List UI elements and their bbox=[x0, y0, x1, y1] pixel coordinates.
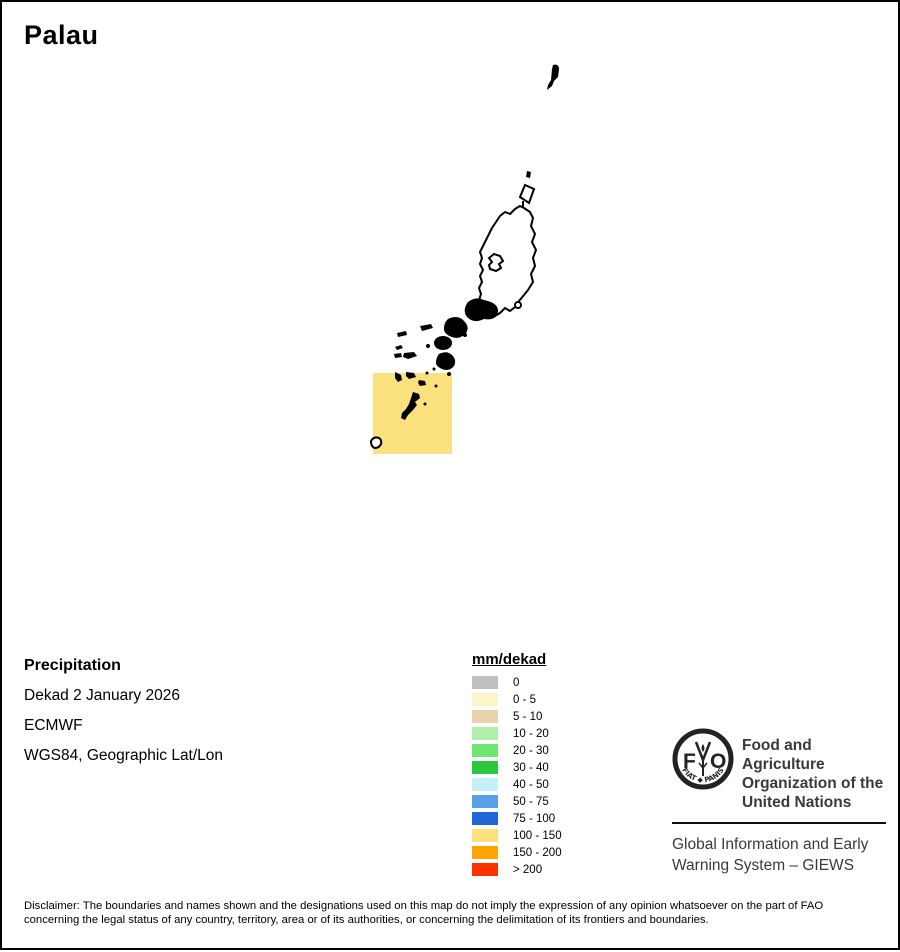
legend-item: 0 - 5 bbox=[472, 693, 562, 706]
legend-swatch bbox=[472, 846, 498, 859]
legend-item: 75 - 100 bbox=[472, 812, 562, 825]
legend-item: 100 - 150 bbox=[472, 829, 562, 842]
babeldaob-inlet bbox=[487, 252, 505, 273]
legend-label: 75 - 100 bbox=[513, 812, 556, 825]
legend-label: 20 - 30 bbox=[513, 744, 549, 757]
disclaimer-line-1: Disclaimer: The boundaries and names sho… bbox=[24, 900, 824, 912]
page-title: Palau bbox=[24, 20, 99, 50]
info-product: Precipitation bbox=[24, 657, 121, 674]
legend-item: 10 - 20 bbox=[472, 727, 562, 740]
wheat-ear-icon bbox=[694, 741, 712, 776]
legend-label: 10 - 20 bbox=[513, 727, 549, 740]
legend-swatch bbox=[472, 744, 498, 757]
legend-label: 30 - 40 bbox=[513, 761, 549, 774]
legend-label: 50 - 75 bbox=[513, 795, 549, 808]
fao-header: F O FIAT ◆ PANIS Food and Agriculture Or… bbox=[672, 728, 890, 812]
precipitation-cell bbox=[373, 373, 452, 454]
legend-item: 40 - 50 bbox=[472, 778, 562, 791]
legend-label: 5 - 10 bbox=[513, 710, 543, 723]
legend-item: > 200 bbox=[472, 863, 562, 876]
legend-label: 0 bbox=[513, 676, 520, 689]
giews-name: Global Information and Early Warning Sys… bbox=[672, 836, 869, 874]
fao-letter-f: F bbox=[683, 750, 696, 773]
legend-item: 50 - 75 bbox=[472, 795, 562, 808]
info-projection: WGS84, Geographic Lat/Lon bbox=[24, 747, 224, 764]
wheat-grain-icon bbox=[701, 744, 705, 752]
fao-logo-icon: F O FIAT ◆ PANIS bbox=[672, 728, 734, 790]
legend-item: 30 - 40 bbox=[472, 761, 562, 774]
legend-swatch bbox=[472, 761, 498, 774]
legend-swatch bbox=[472, 812, 498, 825]
disclaimer-line-2: concerning the legal status of any count… bbox=[24, 913, 709, 926]
island-babeldaob bbox=[478, 205, 537, 317]
legend-label: 40 - 50 bbox=[513, 778, 549, 791]
legend-label: > 200 bbox=[513, 863, 543, 876]
fao-letter-o: O bbox=[710, 750, 726, 773]
islets-in-cell bbox=[395, 372, 438, 406]
info-dekad: Dekad 2 January 2026 bbox=[24, 687, 180, 704]
legend-swatch bbox=[472, 727, 498, 740]
legend-item: 150 - 200 bbox=[472, 846, 562, 859]
legend-swatch bbox=[472, 693, 498, 706]
legend-label: 100 - 150 bbox=[513, 829, 562, 842]
legend-item: 20 - 30 bbox=[472, 744, 562, 757]
legend-title: mm/dekad bbox=[472, 651, 547, 668]
island-angaur bbox=[369, 436, 383, 450]
fao-name: Food and Agriculture Organization of the… bbox=[742, 737, 884, 811]
islet-north-diamond bbox=[518, 183, 536, 205]
info-source: ECMWF bbox=[24, 717, 83, 734]
legend-swatch bbox=[472, 795, 498, 808]
legend-rows: 0 0 - 5 5 - 10 10 - 20 20 - 30 30 - 40 40 - 50… bbox=[472, 676, 562, 876]
disclaimer: Disclaimer: The boundaries and names sho… bbox=[24, 900, 886, 927]
legend-swatch bbox=[472, 778, 498, 791]
islet-dot-north bbox=[526, 171, 531, 178]
island-kayangel bbox=[547, 64, 559, 90]
legend: mm/dekad 0 0 - 5 5 - 10 10 - 20 20 - 30 30 - … bbox=[472, 651, 562, 880]
legend-swatch bbox=[472, 676, 498, 689]
legend-item: 0 bbox=[472, 676, 562, 689]
legend-swatch bbox=[472, 829, 498, 842]
island-koror-rock-islands bbox=[394, 298, 499, 376]
legend-swatch bbox=[472, 863, 498, 876]
fao-block: F O FIAT ◆ PANIS Food and Agriculture Or… bbox=[672, 728, 890, 876]
legend-item: 5 - 10 bbox=[472, 710, 562, 723]
legend-label: 150 - 200 bbox=[513, 846, 562, 859]
legend-label: 0 - 5 bbox=[513, 693, 537, 706]
legend-swatch bbox=[472, 710, 498, 723]
footer-divider bbox=[672, 822, 886, 824]
map-info-block: Precipitation Dekad 2 January 2026 ECMWF… bbox=[24, 657, 223, 777]
islet-ring-southeast bbox=[514, 301, 522, 309]
motto-separator-icon: ◆ bbox=[697, 776, 704, 785]
island-peleliu bbox=[401, 392, 420, 420]
